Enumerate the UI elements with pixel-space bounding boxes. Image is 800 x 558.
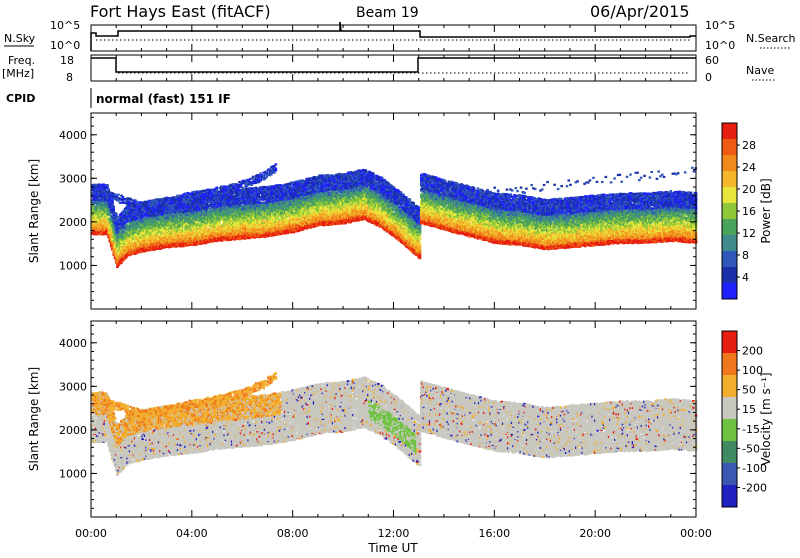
power-cell <box>120 244 123 246</box>
nave-tick-low: 0 <box>705 71 712 84</box>
freq-label-1: Freq. <box>8 54 35 67</box>
freq-tick-high: 18 <box>60 54 74 67</box>
power-cell <box>112 209 115 211</box>
power-cell <box>112 205 115 207</box>
superdarn-summary-plot: Fort Hays East (fitACF) Beam 19 06/Apr/2… <box>0 0 800 554</box>
power-cell <box>106 223 109 225</box>
power-cell <box>106 184 109 186</box>
nave-label: Nave <box>746 64 774 77</box>
nave-tick-high: 60 <box>705 54 719 67</box>
freq-tick-low: 8 <box>66 71 73 84</box>
freq-label-2: [MHz] <box>2 67 34 80</box>
nsky-tick-high: 10^5 <box>50 19 80 32</box>
cpid-text: normal (fast) 151 IF <box>96 92 231 106</box>
nsearch-tick-high: 10^5 <box>705 19 735 32</box>
nsky-tick-low: 10^0 <box>50 39 80 52</box>
power-scatter <box>91 163 697 268</box>
nsearch-tick-low: 10^0 <box>705 39 735 52</box>
power-cell <box>114 242 117 244</box>
plot-canvas: Fort Hays East (fitACF) Beam 19 06/Apr/2… <box>0 0 800 554</box>
cpid-label: CPID <box>6 92 35 105</box>
power-cell <box>125 256 128 258</box>
power-cell <box>92 205 95 207</box>
nsearch-label: N.Search <box>746 32 796 45</box>
power-cell <box>115 213 118 215</box>
station-title: Fort Hays East (fitACF) <box>90 2 271 21</box>
nsky-label: N.Sky <box>4 32 36 45</box>
beam-title: Beam 19 <box>356 5 419 21</box>
power-cell <box>116 216 119 218</box>
date-title: 06/Apr/2015 <box>590 2 690 21</box>
